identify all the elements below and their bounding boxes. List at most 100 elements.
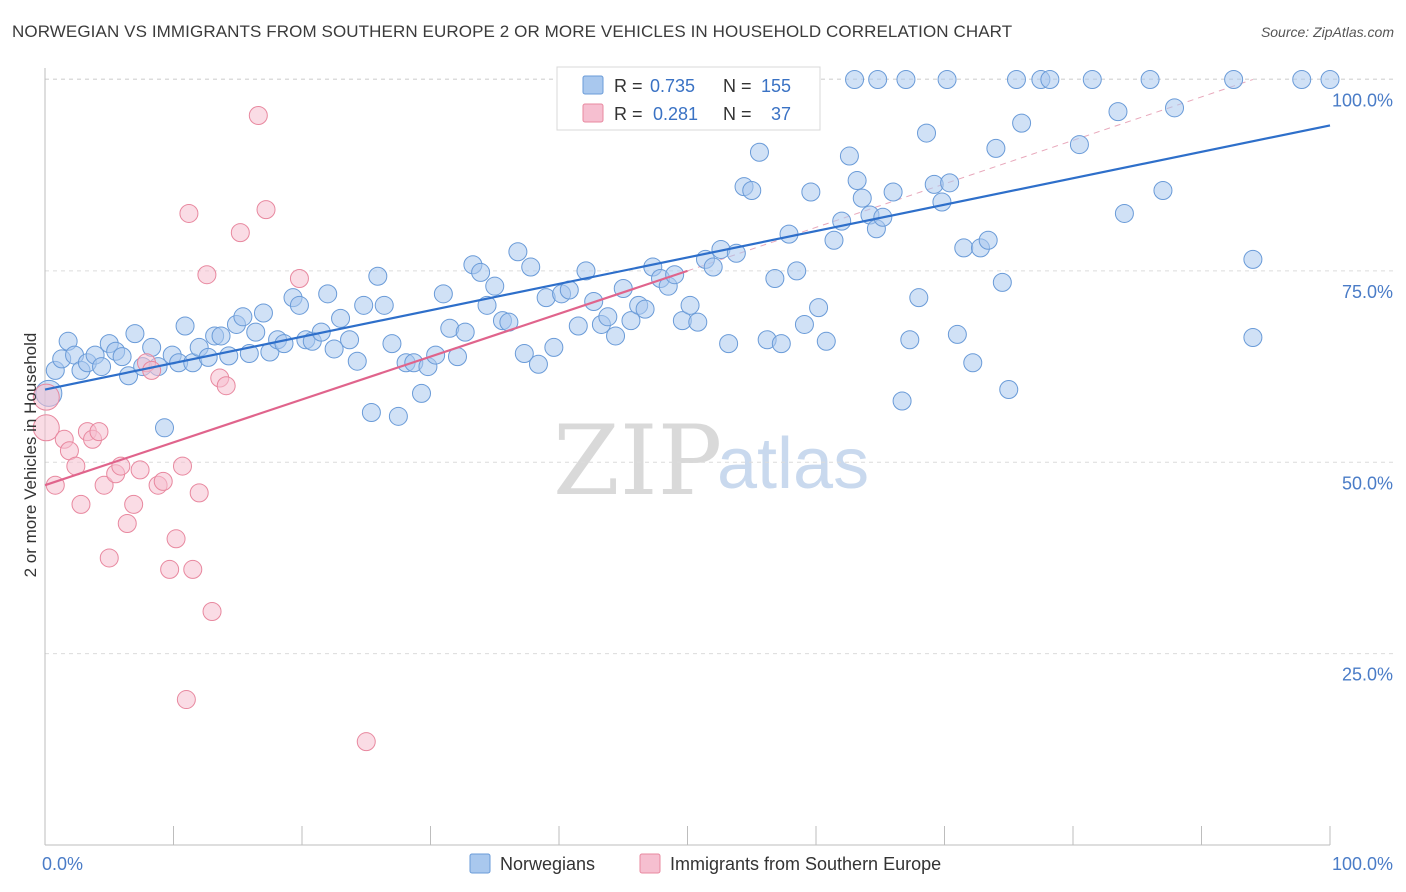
norwegians-point <box>125 324 145 344</box>
stats-box: R = 0.735 N = 155 R = 0.281 N = 37 <box>556 66 821 131</box>
norwegians-point <box>92 357 112 377</box>
norwegians-point <box>324 339 344 359</box>
norwegians-point <box>1165 98 1185 118</box>
norwegians-point <box>368 266 388 286</box>
norwegians-point <box>388 406 408 426</box>
stats-r-label-1: R = <box>614 76 643 96</box>
immigrants-point <box>94 475 114 495</box>
norwegians-point <box>635 299 655 319</box>
norwegians-point <box>1320 70 1340 89</box>
norwegians-point <box>1040 70 1060 89</box>
norwegians-point <box>576 261 596 281</box>
norwegians-point <box>1114 203 1134 223</box>
norwegians-point <box>382 334 402 354</box>
immigrants-point <box>71 494 91 514</box>
stats-r-label-2: R = <box>614 104 643 124</box>
norwegians-point <box>361 402 381 422</box>
immigrants-point <box>32 383 60 411</box>
norwegians-point <box>233 307 253 327</box>
norwegians-point <box>868 70 888 89</box>
grid <box>45 78 1395 655</box>
norwegians-point <box>274 334 294 354</box>
immigrants-point <box>356 732 376 752</box>
norwegians-point <box>896 70 916 89</box>
stats-swatch-norwegians <box>582 75 604 95</box>
norwegians-point <box>847 171 867 191</box>
norwegians-point <box>606 326 626 346</box>
norwegians-point <box>765 269 785 289</box>
norwegians-point <box>568 316 588 336</box>
legend-label-immigrants: Immigrants from Southern Europe <box>670 854 941 874</box>
tick-labels: 25.0% 50.0% 75.0% 100.0% 0.0% 100.0% <box>42 91 1393 875</box>
immigrants-point <box>230 223 250 243</box>
watermark-zip: ZIP <box>553 405 722 517</box>
norwegians-point <box>1243 249 1263 269</box>
norwegians-point <box>963 353 983 373</box>
immigrants-point <box>197 265 217 285</box>
stats-swatch-immigrants <box>582 103 604 123</box>
stats-r-value-norwegians: 0.735 <box>650 76 695 96</box>
immigrants-point <box>176 690 196 710</box>
norwegians-point <box>839 146 859 166</box>
norwegians-point <box>787 261 807 281</box>
norwegians-point <box>485 276 505 296</box>
watermark: ZIP atlas <box>553 405 869 517</box>
stats-n-label-1: N = <box>723 76 752 96</box>
norwegians-point <box>680 295 700 315</box>
norwegians-point <box>940 173 960 193</box>
x-tick-label-min: 0.0% <box>42 854 83 874</box>
norwegians-point <box>374 295 394 315</box>
axes <box>44 68 1331 846</box>
norwegians-point <box>801 182 821 202</box>
norwegians-point <box>331 308 351 328</box>
immigrants-point <box>117 513 137 533</box>
y-tick-label: 75.0% <box>1342 282 1393 302</box>
norwegians-point <box>688 312 708 332</box>
norwegians-point <box>340 330 360 350</box>
norwegians-point <box>544 337 564 357</box>
norwegians-point <box>909 288 929 308</box>
norwegians-point <box>779 224 799 244</box>
norwegians-point <box>433 284 453 304</box>
norwegians-point <box>318 284 338 304</box>
y-tick-label: 25.0% <box>1342 665 1393 685</box>
norwegians-point <box>1012 113 1032 133</box>
norwegians-point <box>852 188 872 208</box>
norwegians-point <box>1153 180 1173 200</box>
norwegians-point <box>514 344 534 364</box>
trend-line-immigrants <box>44 269 688 487</box>
norwegians-point <box>1243 327 1263 347</box>
y-tick-label: 50.0% <box>1342 473 1393 493</box>
immigrants-point <box>89 422 109 442</box>
norwegians-point <box>892 391 912 411</box>
norwegians-point <box>771 334 791 354</box>
norwegians-point <box>719 334 739 354</box>
norwegians-point <box>1292 70 1312 89</box>
norwegians-point <box>1224 70 1244 89</box>
norwegians-point <box>347 351 367 371</box>
norwegians-point <box>1006 70 1026 89</box>
x-tick-label-max: 100.0% <box>1332 854 1393 874</box>
norwegians-point <box>253 303 273 323</box>
immigrants-point <box>183 559 203 579</box>
norwegians-point <box>508 242 528 262</box>
norwegians-point <box>816 331 836 351</box>
norwegians-point <box>992 272 1012 292</box>
legend-swatch-immigrants <box>639 853 661 874</box>
norwegians-point <box>794 314 814 334</box>
norwegians-point <box>937 70 957 89</box>
norwegians-point <box>809 298 829 318</box>
norwegians-point <box>112 347 132 367</box>
norwegians-point <box>155 418 175 438</box>
immigrants-point <box>124 494 144 514</box>
legend: Norwegians Immigrants from Southern Euro… <box>469 853 941 874</box>
norwegians-point <box>742 180 762 200</box>
norwegians-point <box>883 182 903 202</box>
y-axis-title: 2 or more Vehicles in Household <box>21 333 40 578</box>
norwegians-point <box>1140 70 1160 89</box>
immigrants-point <box>99 548 119 568</box>
norwegians-point <box>978 230 998 250</box>
norwegians-point <box>1069 135 1089 155</box>
norwegians-point <box>246 322 266 342</box>
